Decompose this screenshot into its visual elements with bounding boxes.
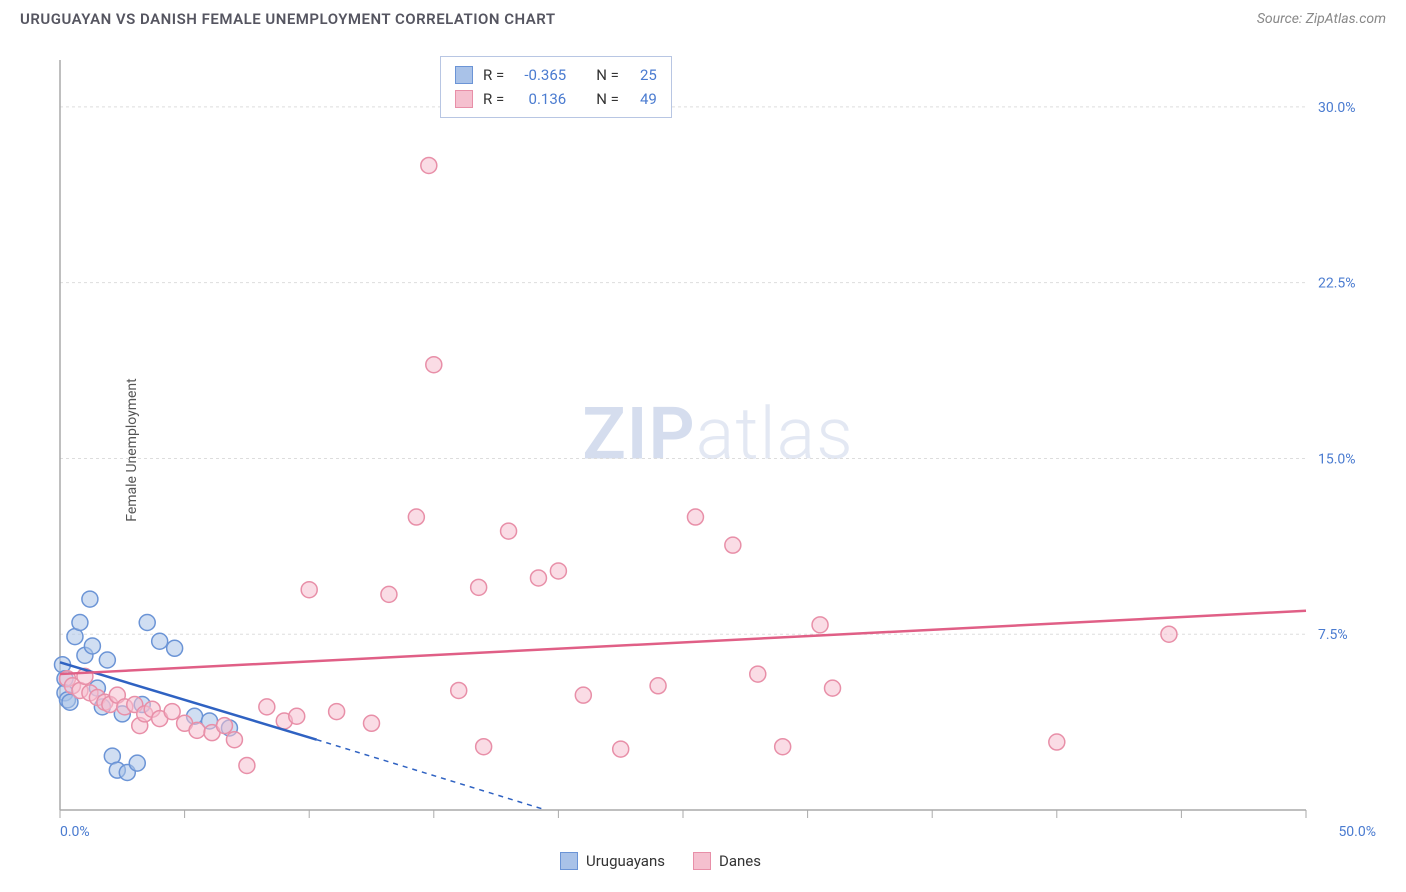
series-legend-item: Danes — [693, 852, 761, 870]
chart-title: URUGUAYAN VS DANISH FEMALE UNEMPLOYMENT … — [20, 10, 556, 28]
source-attribution: Source: ZipAtlas.com — [1257, 11, 1386, 27]
legend-swatch — [693, 852, 711, 870]
x-tick-label: 0.0% — [60, 824, 90, 840]
data-point — [687, 509, 703, 525]
data-point — [381, 586, 397, 602]
data-point — [501, 523, 517, 539]
y-tick-label: 22.5% — [1318, 276, 1356, 292]
data-point — [471, 579, 487, 595]
data-point — [329, 704, 345, 720]
y-tick-label: 15.0% — [1318, 451, 1356, 467]
data-point — [259, 699, 275, 715]
n-label: N = — [596, 87, 619, 111]
data-point — [530, 570, 546, 586]
data-point — [426, 357, 442, 373]
trend-line-extrapolated — [317, 740, 546, 810]
r-label: R = — [483, 63, 504, 87]
data-point — [164, 704, 180, 720]
series-legend-item: Uruguayans — [560, 852, 665, 870]
data-point — [301, 582, 317, 598]
chart-area: Female Unemployment ZIPatlas 7.5%15.0%22… — [50, 50, 1386, 850]
data-point — [825, 680, 841, 696]
correlation-legend-row: R = -0.365 N = 25 — [455, 63, 657, 87]
data-point — [451, 682, 467, 698]
scatter-plot: 7.5% 15.0% 22.5% 30.0% 0.0% 50.0% — [50, 50, 1386, 850]
data-point — [476, 739, 492, 755]
n-value: 25 — [629, 63, 657, 87]
n-value: 49 — [629, 87, 657, 111]
y-tick-label: 30.0% — [1318, 100, 1356, 116]
r-label: R = — [483, 87, 504, 111]
data-point — [167, 640, 183, 656]
data-point — [650, 678, 666, 694]
y-tick-label: 7.5% — [1318, 627, 1348, 643]
x-tick-label: 50.0% — [1338, 824, 1376, 840]
data-point — [812, 617, 828, 633]
correlation-legend: R = -0.365 N = 25 R = 0.136 N = 49 — [440, 56, 672, 118]
data-point — [725, 537, 741, 553]
data-point — [408, 509, 424, 525]
data-point — [775, 739, 791, 755]
r-value: -0.365 — [514, 63, 566, 87]
data-point — [550, 563, 566, 579]
data-point — [84, 638, 100, 654]
legend-swatch — [560, 852, 578, 870]
series-name: Uruguayans — [586, 852, 665, 870]
data-point — [239, 757, 255, 773]
n-label: N = — [596, 63, 619, 87]
data-point — [226, 732, 242, 748]
data-point — [289, 708, 305, 724]
data-point — [189, 722, 205, 738]
data-point — [139, 615, 155, 631]
series-legend: Uruguayans Danes — [560, 852, 761, 870]
legend-swatch — [455, 66, 473, 84]
trend-line — [60, 611, 1306, 674]
r-value: 0.136 — [514, 87, 566, 111]
series-name: Danes — [719, 852, 761, 870]
data-point — [1049, 734, 1065, 750]
data-point — [152, 633, 168, 649]
data-point — [99, 652, 115, 668]
data-point — [82, 591, 98, 607]
data-point — [613, 741, 629, 757]
data-point — [129, 755, 145, 771]
data-point — [364, 715, 380, 731]
data-point — [216, 718, 232, 734]
data-point — [72, 615, 88, 631]
chart-header: URUGUAYAN VS DANISH FEMALE UNEMPLOYMENT … — [0, 0, 1406, 34]
data-point — [750, 666, 766, 682]
correlation-legend-row: R = 0.136 N = 49 — [455, 87, 657, 111]
data-point — [575, 687, 591, 703]
data-point — [1161, 626, 1177, 642]
data-point — [421, 157, 437, 173]
legend-swatch — [455, 90, 473, 108]
